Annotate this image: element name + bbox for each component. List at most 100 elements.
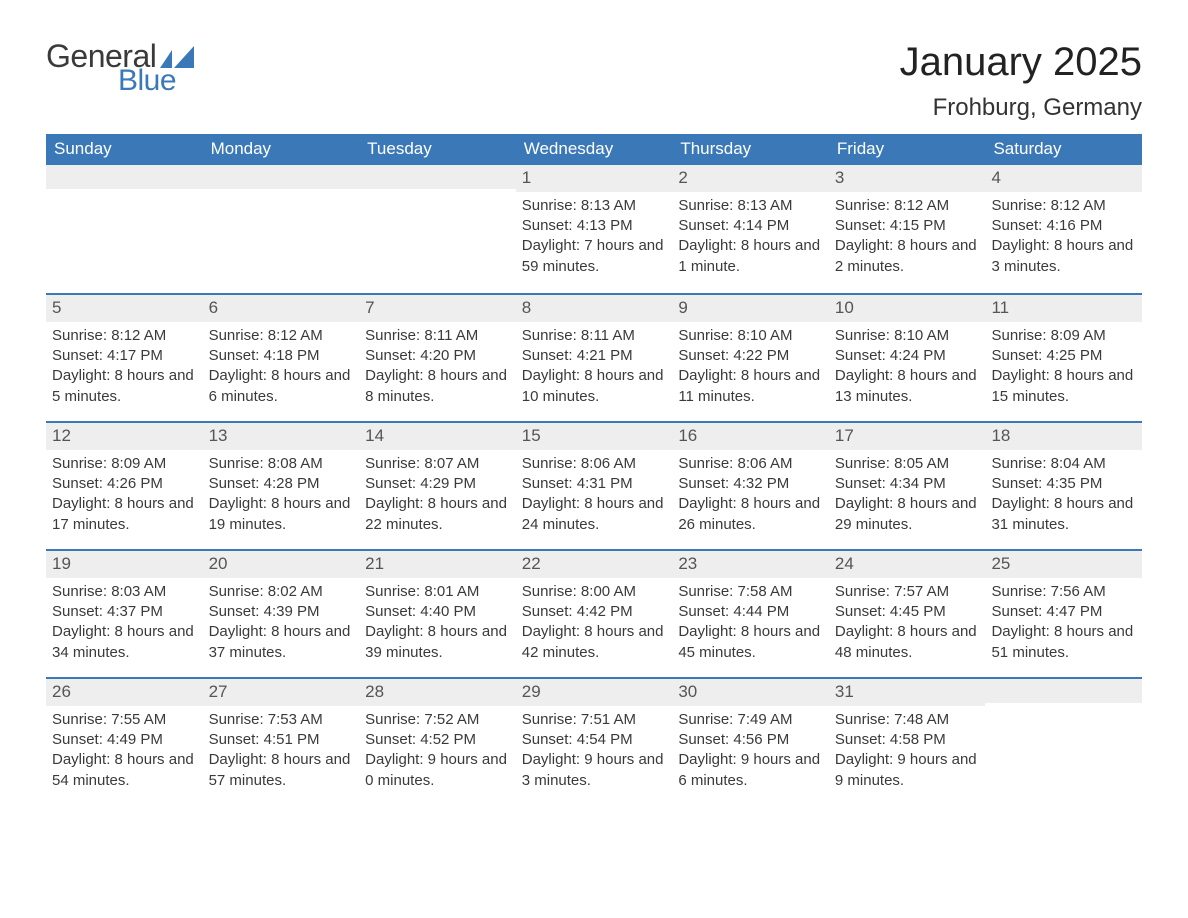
daylight-line: Daylight: 8 hours and 39 minutes. <box>365 622 510 663</box>
sunrise-line: Sunrise: 8:03 AM <box>52 582 197 602</box>
day-body: Sunrise: 8:11 AMSunset: 4:20 PMDaylight:… <box>359 322 516 421</box>
sunrise-line: Sunrise: 8:09 AM <box>991 326 1136 346</box>
title-block: January 2025 Frohburg, Germany <box>900 40 1142 122</box>
sunrise-line: Sunrise: 8:10 AM <box>835 326 980 346</box>
day-number: 15 <box>516 423 673 450</box>
day-body: Sunrise: 8:07 AMSunset: 4:29 PMDaylight:… <box>359 450 516 549</box>
calendar-day: 31Sunrise: 7:48 AMSunset: 4:58 PMDayligh… <box>829 679 986 805</box>
daylight-line: Daylight: 8 hours and 19 minutes. <box>209 494 354 535</box>
day-number: 16 <box>672 423 829 450</box>
sunrise-line: Sunrise: 8:04 AM <box>991 454 1136 474</box>
daylight-line: Daylight: 8 hours and 42 minutes. <box>522 622 667 663</box>
sunset-line: Sunset: 4:14 PM <box>678 216 823 236</box>
sunrise-line: Sunrise: 8:02 AM <box>209 582 354 602</box>
day-number: 2 <box>672 165 829 192</box>
sunset-line: Sunset: 4:35 PM <box>991 474 1136 494</box>
day-body: Sunrise: 8:12 AMSunset: 4:15 PMDaylight:… <box>829 192 986 291</box>
calendar-day: 9Sunrise: 8:10 AMSunset: 4:22 PMDaylight… <box>672 295 829 421</box>
day-body: Sunrise: 7:53 AMSunset: 4:51 PMDaylight:… <box>203 706 360 805</box>
day-number: 26 <box>46 679 203 706</box>
daylight-line: Daylight: 8 hours and 3 minutes. <box>991 236 1136 277</box>
daylight-line: Daylight: 8 hours and 24 minutes. <box>522 494 667 535</box>
calendar-day: 2Sunrise: 8:13 AMSunset: 4:14 PMDaylight… <box>672 165 829 293</box>
sunset-line: Sunset: 4:17 PM <box>52 346 197 366</box>
calendar-day: 16Sunrise: 8:06 AMSunset: 4:32 PMDayligh… <box>672 423 829 549</box>
daylight-line: Daylight: 8 hours and 31 minutes. <box>991 494 1136 535</box>
calendar-day: 27Sunrise: 7:53 AMSunset: 4:51 PMDayligh… <box>203 679 360 805</box>
sunrise-line: Sunrise: 7:52 AM <box>365 710 510 730</box>
brand-word-blue: Blue <box>118 66 176 96</box>
daylight-line: Daylight: 8 hours and 2 minutes. <box>835 236 980 277</box>
calendar-day: 11Sunrise: 8:09 AMSunset: 4:25 PMDayligh… <box>985 295 1142 421</box>
sunset-line: Sunset: 4:13 PM <box>522 216 667 236</box>
weekday-wednesday: Wednesday <box>516 134 673 165</box>
day-number: 12 <box>46 423 203 450</box>
daylight-line: Daylight: 8 hours and 11 minutes. <box>678 366 823 407</box>
calendar-day: 26Sunrise: 7:55 AMSunset: 4:49 PMDayligh… <box>46 679 203 805</box>
calendar-week: 19Sunrise: 8:03 AMSunset: 4:37 PMDayligh… <box>46 549 1142 677</box>
day-body: Sunrise: 8:08 AMSunset: 4:28 PMDaylight:… <box>203 450 360 549</box>
sunset-line: Sunset: 4:15 PM <box>835 216 980 236</box>
calendar-day: 30Sunrise: 7:49 AMSunset: 4:56 PMDayligh… <box>672 679 829 805</box>
weekday-header-row: Sunday Monday Tuesday Wednesday Thursday… <box>46 134 1142 165</box>
day-body: Sunrise: 8:11 AMSunset: 4:21 PMDaylight:… <box>516 322 673 421</box>
weekday-saturday: Saturday <box>985 134 1142 165</box>
day-body <box>985 703 1142 721</box>
sunrise-line: Sunrise: 8:10 AM <box>678 326 823 346</box>
daylight-line: Daylight: 8 hours and 51 minutes. <box>991 622 1136 663</box>
calendar-day: 28Sunrise: 7:52 AMSunset: 4:52 PMDayligh… <box>359 679 516 805</box>
daylight-line: Daylight: 9 hours and 3 minutes. <box>522 750 667 791</box>
calendar-day: 21Sunrise: 8:01 AMSunset: 4:40 PMDayligh… <box>359 551 516 677</box>
day-number <box>203 165 360 189</box>
daylight-line: Daylight: 9 hours and 0 minutes. <box>365 750 510 791</box>
day-body: Sunrise: 8:06 AMSunset: 4:31 PMDaylight:… <box>516 450 673 549</box>
day-body <box>203 189 360 207</box>
day-body <box>46 189 203 207</box>
sunset-line: Sunset: 4:20 PM <box>365 346 510 366</box>
calendar-week: 5Sunrise: 8:12 AMSunset: 4:17 PMDaylight… <box>46 293 1142 421</box>
sunset-line: Sunset: 4:24 PM <box>835 346 980 366</box>
daylight-line: Daylight: 8 hours and 5 minutes. <box>52 366 197 407</box>
daylight-line: Daylight: 8 hours and 13 minutes. <box>835 366 980 407</box>
day-body: Sunrise: 7:52 AMSunset: 4:52 PMDaylight:… <box>359 706 516 805</box>
sunrise-line: Sunrise: 8:09 AM <box>52 454 197 474</box>
daylight-line: Daylight: 8 hours and 57 minutes. <box>209 750 354 791</box>
weekday-sunday: Sunday <box>46 134 203 165</box>
sunrise-line: Sunrise: 8:00 AM <box>522 582 667 602</box>
sunrise-line: Sunrise: 8:11 AM <box>522 326 667 346</box>
day-number: 6 <box>203 295 360 322</box>
day-number: 5 <box>46 295 203 322</box>
sunset-line: Sunset: 4:25 PM <box>991 346 1136 366</box>
weeks-container: 1Sunrise: 8:13 AMSunset: 4:13 PMDaylight… <box>46 165 1142 805</box>
calendar-day: 25Sunrise: 7:56 AMSunset: 4:47 PMDayligh… <box>985 551 1142 677</box>
sunset-line: Sunset: 4:31 PM <box>522 474 667 494</box>
calendar-day: 4Sunrise: 8:12 AMSunset: 4:16 PMDaylight… <box>985 165 1142 293</box>
day-body: Sunrise: 8:04 AMSunset: 4:35 PMDaylight:… <box>985 450 1142 549</box>
calendar-day: 5Sunrise: 8:12 AMSunset: 4:17 PMDaylight… <box>46 295 203 421</box>
sunrise-line: Sunrise: 8:05 AM <box>835 454 980 474</box>
calendar-day: 1Sunrise: 8:13 AMSunset: 4:13 PMDaylight… <box>516 165 673 293</box>
brand-logo: General Blue <box>46 40 200 96</box>
calendar-day: 13Sunrise: 8:08 AMSunset: 4:28 PMDayligh… <box>203 423 360 549</box>
day-number: 11 <box>985 295 1142 322</box>
day-body: Sunrise: 8:06 AMSunset: 4:32 PMDaylight:… <box>672 450 829 549</box>
sunrise-line: Sunrise: 7:57 AM <box>835 582 980 602</box>
sunrise-line: Sunrise: 8:12 AM <box>991 196 1136 216</box>
calendar-day-empty <box>203 165 360 293</box>
sunrise-line: Sunrise: 7:48 AM <box>835 710 980 730</box>
sunrise-line: Sunrise: 8:06 AM <box>522 454 667 474</box>
location-label: Frohburg, Germany <box>900 94 1142 122</box>
day-body: Sunrise: 7:58 AMSunset: 4:44 PMDaylight:… <box>672 578 829 677</box>
calendar-day: 14Sunrise: 8:07 AMSunset: 4:29 PMDayligh… <box>359 423 516 549</box>
sunset-line: Sunset: 4:16 PM <box>991 216 1136 236</box>
sunrise-line: Sunrise: 8:11 AM <box>365 326 510 346</box>
day-number: 22 <box>516 551 673 578</box>
sunset-line: Sunset: 4:54 PM <box>522 730 667 750</box>
sunset-line: Sunset: 4:49 PM <box>52 730 197 750</box>
calendar-day-empty <box>46 165 203 293</box>
sunrise-line: Sunrise: 8:08 AM <box>209 454 354 474</box>
day-body: Sunrise: 8:09 AMSunset: 4:25 PMDaylight:… <box>985 322 1142 421</box>
sunset-line: Sunset: 4:18 PM <box>209 346 354 366</box>
calendar-day: 29Sunrise: 7:51 AMSunset: 4:54 PMDayligh… <box>516 679 673 805</box>
calendar-day: 15Sunrise: 8:06 AMSunset: 4:31 PMDayligh… <box>516 423 673 549</box>
